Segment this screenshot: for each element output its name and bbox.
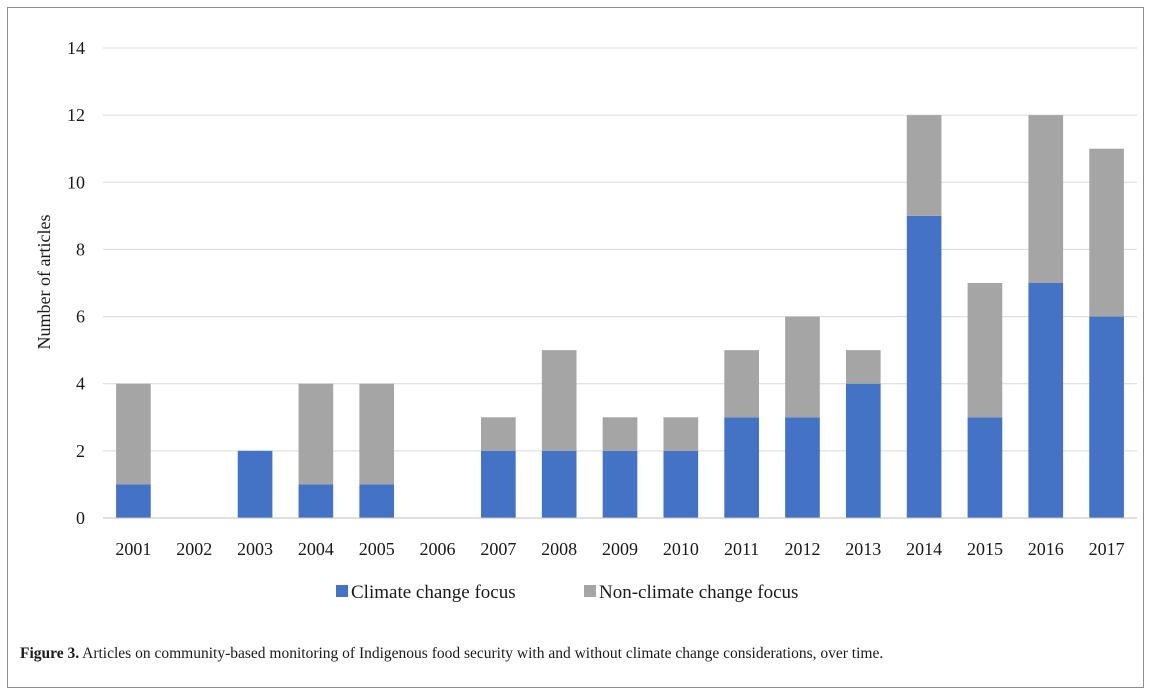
x-tick-label: 2002 [176, 539, 212, 559]
bar-2015-climate [967, 417, 1003, 518]
x-tick-label: 2015 [967, 539, 1003, 559]
bars [116, 115, 1124, 518]
x-tick-label: 2007 [480, 539, 516, 559]
bar-2005-climate [359, 484, 395, 518]
x-axis-ticks: 2001 2002 2003 2004 2005 2006 2007 2008 2009 2010… [115, 539, 1124, 559]
bar-2007-climate [481, 450, 516, 518]
bar-2014-climate [906, 215, 942, 518]
x-tick-label: 2011 [724, 539, 759, 559]
x-tick-label: 2012 [784, 539, 820, 559]
figure-frame [7, 7, 1144, 688]
bar-2003-climate [237, 450, 273, 518]
bar-2007-non-climate [481, 417, 516, 451]
y-tick-label: 4 [76, 374, 85, 394]
caption-text: Articles on community-based monitoring o… [79, 645, 884, 662]
bar-2004-climate [298, 484, 334, 518]
x-tick-label: 2001 [115, 539, 151, 559]
y-axis-ticks: 0 2 4 6 8 10 12 14 [67, 38, 85, 528]
y-tick-label: 0 [76, 508, 85, 528]
bar-2016-climate [1028, 283, 1064, 518]
bar-2016-non-climate [1028, 115, 1064, 284]
legend-swatch-climate [336, 585, 348, 597]
legend-label-climate: Climate change focus [351, 582, 516, 603]
x-tick-label: 2008 [541, 539, 577, 559]
y-tick-label: 6 [76, 307, 85, 327]
x-tick-label: 2005 [359, 539, 395, 559]
bar-2012-climate [785, 417, 820, 518]
gridlines [103, 47, 1137, 452]
x-tick-label: 2017 [1089, 539, 1125, 559]
caption-label: Figure 3. [20, 645, 80, 662]
x-tick-label: 2003 [237, 539, 273, 559]
bar-2009-non-climate [602, 417, 638, 451]
bar-2008-climate [541, 450, 577, 518]
bar-2017-non-climate [1089, 148, 1124, 317]
legend-swatch-non-climate [584, 585, 596, 597]
y-tick-label: 2 [76, 441, 85, 461]
y-tick-label: 14 [67, 38, 85, 58]
y-axis-label: Number of articles [34, 215, 54, 350]
bar-2014-non-climate [906, 115, 942, 216]
x-tick-label: 2009 [602, 539, 638, 559]
legend: Climate change focus Non-climate change … [336, 582, 798, 603]
bar-2013-non-climate [845, 350, 881, 384]
y-tick-label: 10 [67, 172, 85, 192]
bar-2013-climate [845, 383, 881, 518]
legend-label-non-climate: Non-climate change focus [599, 582, 798, 603]
y-tick-label: 8 [76, 239, 85, 259]
bar-2010-non-climate [663, 417, 699, 451]
x-tick-label: 2016 [1028, 539, 1064, 559]
x-tick-label: 2006 [420, 539, 456, 559]
bar-2008-non-climate [541, 350, 577, 451]
bar-2011-non-climate [724, 350, 759, 418]
x-tick-label: 2004 [298, 539, 334, 559]
x-tick-label: 2010 [663, 539, 699, 559]
x-tick-label: 2013 [845, 539, 881, 559]
bar-2011-climate [724, 417, 759, 518]
stacked-bar-chart: 0 2 4 6 8 10 12 14 2001 2002 2003 2004 2005 2006 2007… [34, 38, 1137, 603]
figure-caption: Figure 3. Articles on community-based mo… [20, 644, 1135, 664]
bar-2005-non-climate [359, 383, 395, 485]
bar-2012-non-climate [785, 316, 820, 418]
x-tick-label: 2014 [906, 539, 942, 559]
bar-2001-climate [116, 484, 151, 518]
bar-2009-climate [602, 450, 638, 518]
bar-2004-non-climate [298, 383, 334, 485]
bar-2015-non-climate [967, 283, 1003, 418]
bar-2017-climate [1089, 316, 1124, 518]
bar-2010-climate [663, 450, 699, 518]
y-tick-label: 12 [67, 105, 85, 125]
bar-2001-non-climate [116, 383, 151, 485]
